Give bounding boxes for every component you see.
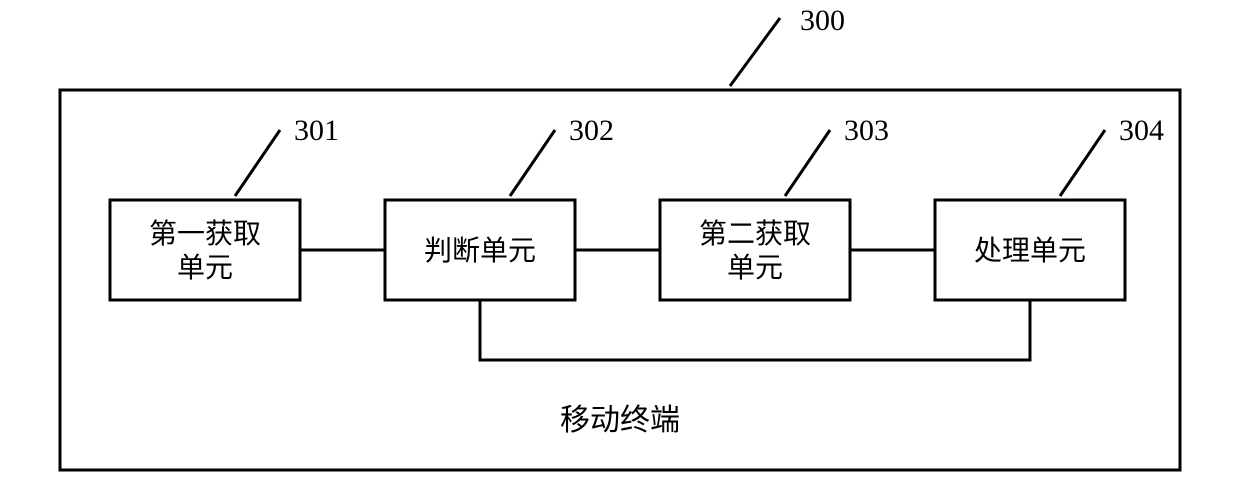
ref-label-304: 304 [1119,114,1164,147]
ref-label-303: 303 [844,114,889,147]
node-n4-label-line-0: 处理单元 [974,235,1086,267]
node-n1-label-line-0: 第一获取 [149,218,261,250]
node-n2-label-line-0: 判断单元 [424,235,536,267]
ref-label-302: 302 [569,114,614,147]
node-n3-label-line-1: 单元 [727,252,783,284]
ref-label-301: 301 [294,114,339,147]
outer-caption: 移动终端 [560,404,680,437]
node-n3-label-line-0: 第二获取 [699,218,811,250]
node-n1-label-line-1: 单元 [177,252,233,284]
ref-label-300: 300 [800,4,845,37]
